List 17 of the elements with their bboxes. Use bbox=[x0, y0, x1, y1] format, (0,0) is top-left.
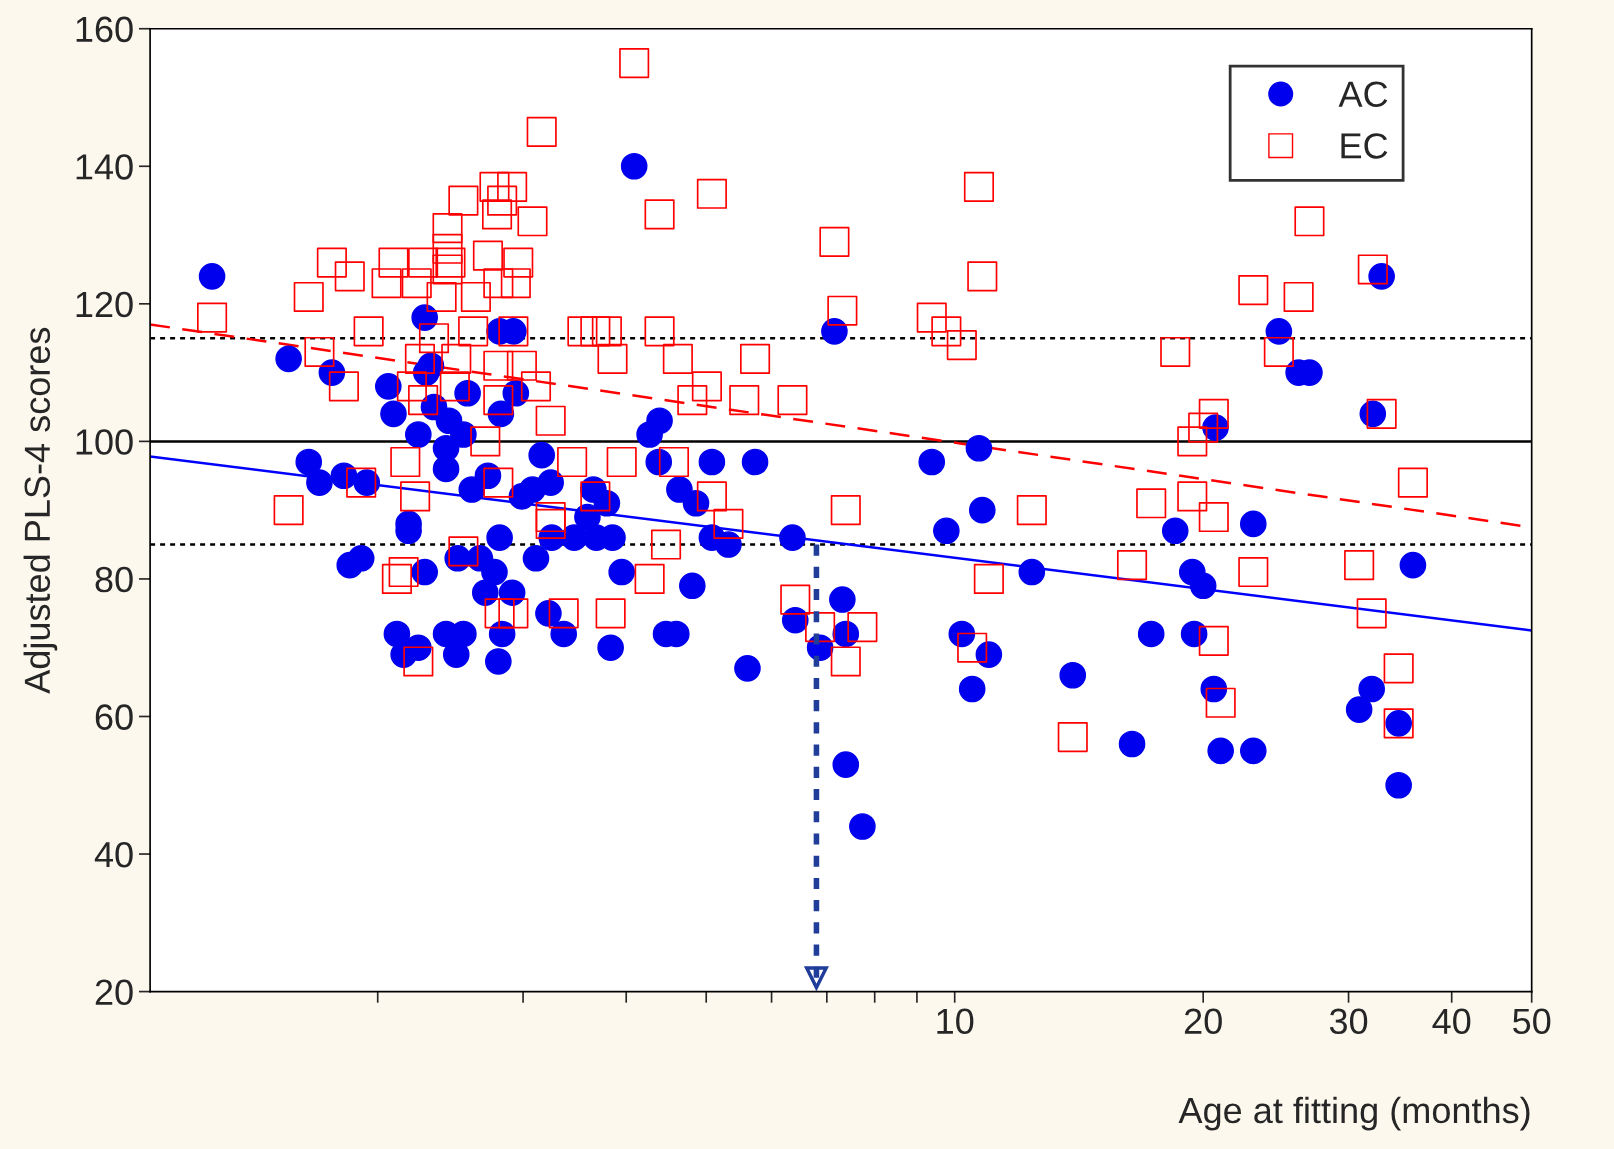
y-tick-label: 60 bbox=[95, 704, 133, 730]
y-tick-label: 160 bbox=[76, 16, 133, 43]
y-tick-label: 120 bbox=[76, 291, 133, 318]
legend-label: EC bbox=[1341, 133, 1388, 159]
x-tick-label: 30 bbox=[1329, 1008, 1368, 1035]
y-tick-label: 20 bbox=[95, 979, 133, 1006]
y-tick-label: 100 bbox=[76, 429, 133, 455]
x-axis-title: Age at fitting (months) bbox=[1178, 1096, 1530, 1131]
y-tick-label: 80 bbox=[95, 566, 133, 593]
legend-label: AC bbox=[1338, 81, 1388, 108]
x-tick-label: 20 bbox=[1184, 1008, 1222, 1035]
x-tick-label: 10 bbox=[937, 1008, 974, 1035]
x-tick-label: 50 bbox=[1513, 1008, 1551, 1035]
y-axis-title: Adjusted PLS-4 scores bbox=[23, 327, 58, 694]
x-tick-label: 40 bbox=[1432, 1008, 1471, 1035]
y-tick-label: 40 bbox=[94, 841, 133, 868]
y-tick-label: 140 bbox=[76, 154, 133, 180]
